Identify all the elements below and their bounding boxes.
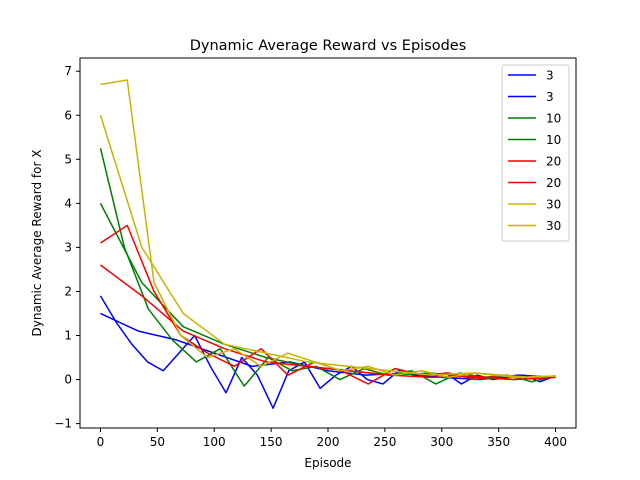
y-tick-label: 6	[64, 108, 72, 122]
y-tick-label: 5	[64, 152, 72, 166]
x-tick-label: 150	[260, 435, 283, 449]
legend-label: 20	[546, 155, 561, 169]
legend-label: 3	[546, 90, 554, 104]
y-tick-label: 3	[64, 240, 72, 254]
legend-box	[501, 64, 570, 242]
y-axis-ticks: −1 0 1 2 3 4 5 6 7	[54, 64, 80, 431]
x-tick-label: 250	[373, 435, 396, 449]
x-tick-label: 100	[203, 435, 226, 449]
series-line-30-8	[99, 115, 556, 379]
legend-label: 30	[546, 219, 561, 233]
legend: 3 3 10 10 20 20 30 30	[501, 64, 570, 242]
y-tick-label: 4	[64, 196, 72, 210]
y-axis-label: Dynamic Average Reward for X	[30, 150, 44, 337]
legend-label: 20	[546, 176, 561, 190]
x-tick-label: 300	[430, 435, 453, 449]
x-tick-label: 50	[150, 435, 165, 449]
x-tick-label: 350	[487, 435, 510, 449]
y-tick-label: 2	[64, 284, 72, 298]
plot-lines	[99, 79, 556, 409]
y-tick-label: 0	[64, 373, 72, 387]
x-axis-label: Episode	[304, 456, 351, 470]
x-axis-ticks: 0 50 100 150 200 250 300 350 400	[97, 428, 567, 449]
y-tick-label: 1	[64, 329, 72, 343]
legend-label: 30	[546, 198, 561, 212]
y-tick-label: −1	[54, 417, 72, 431]
legend-label: 10	[546, 112, 561, 126]
chart-title: Dynamic Average Reward vs Episodes	[190, 38, 467, 54]
y-tick-label: 7	[64, 64, 72, 78]
legend-label: 3	[546, 69, 554, 83]
x-tick-label: 400	[544, 435, 567, 449]
x-tick-label: 200	[317, 435, 340, 449]
legend-label: 10	[546, 133, 561, 147]
x-tick-label: 0	[97, 435, 105, 449]
